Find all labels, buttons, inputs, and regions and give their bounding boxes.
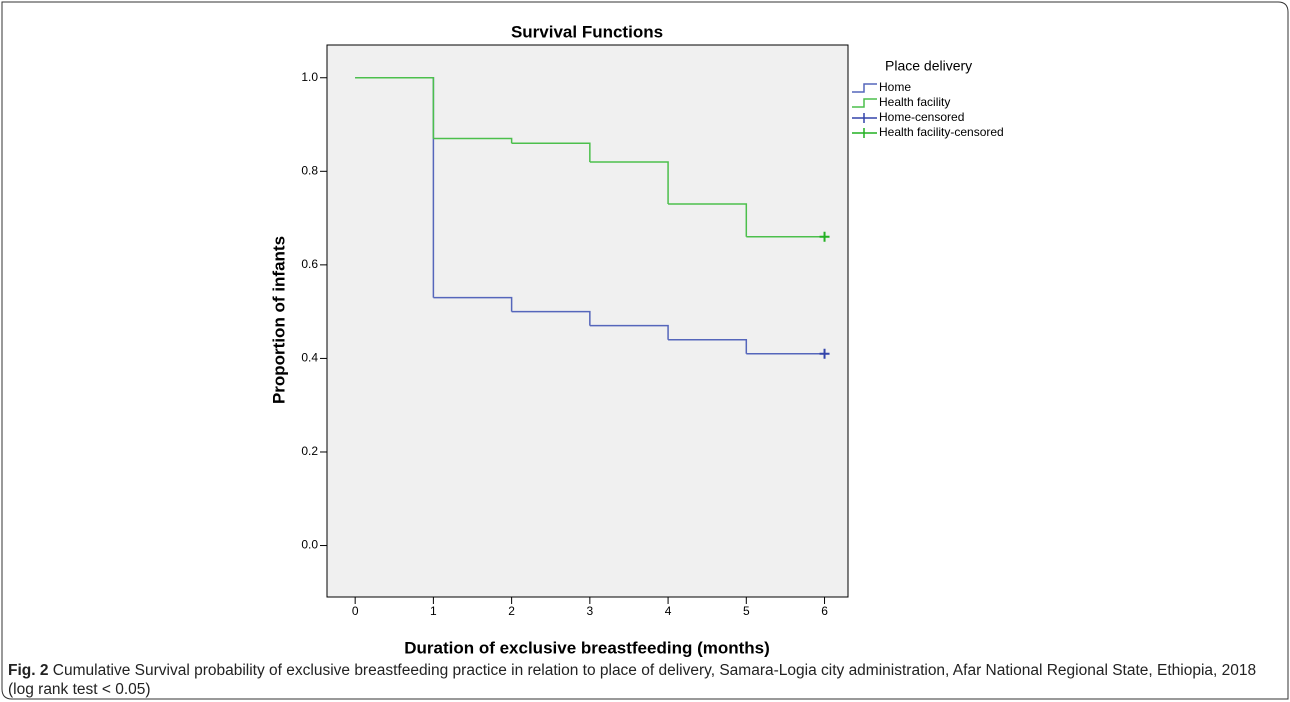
step-segment [511,142,591,162]
x-tick-label: 5 [743,604,750,618]
caption: Fig. 2 Cumulative Survival probability o… [8,661,1273,699]
x-tick-label: 3 [587,604,594,618]
legend-label: Health facility-censored [879,125,1004,139]
step-segment [668,338,748,354]
x-axis-label: Duration of exclusive breastfeeding (mon… [404,638,770,657]
y-tick-label: 0.6 [301,257,318,271]
censor-mark [819,231,830,242]
step-segment [668,203,748,237]
y-tick-label: 0.4 [301,351,318,365]
x-tick-label: 4 [665,604,672,618]
legend-label: Health facility [879,95,950,109]
step-segment [589,161,669,205]
step-segment [433,296,513,312]
x-tick-label: 2 [508,604,515,618]
plot-area [326,44,849,598]
caption-label: Fig. 2 [8,662,49,679]
y-tick-label: 1.0 [301,70,318,84]
legend-label: Home-censored [879,110,964,124]
y-tick-label: 0.2 [301,444,318,458]
x-tick-label: 1 [430,604,437,618]
legend-symbol [852,98,877,108]
legend-title: Place delivery [885,58,972,74]
legend-symbol [852,128,877,138]
x-tick-label: 6 [821,604,828,618]
y-axis-label: Proportion of infants [269,236,288,404]
step-segment [433,137,513,144]
x-tick-label: 0 [352,604,359,618]
chart-title: Survival Functions [511,22,663,41]
legend-symbol [852,113,877,123]
y-tick-label: 0.8 [301,163,318,177]
step-segment [589,324,669,340]
y-tick-label: 0.0 [301,538,318,552]
censor-mark [819,348,830,359]
caption-text: Cumulative Survival probability of exclu… [8,662,1257,698]
legend-symbol [852,83,877,93]
step-segment [511,310,591,326]
legend-label: Home [879,80,911,94]
step-segment [355,76,435,139]
